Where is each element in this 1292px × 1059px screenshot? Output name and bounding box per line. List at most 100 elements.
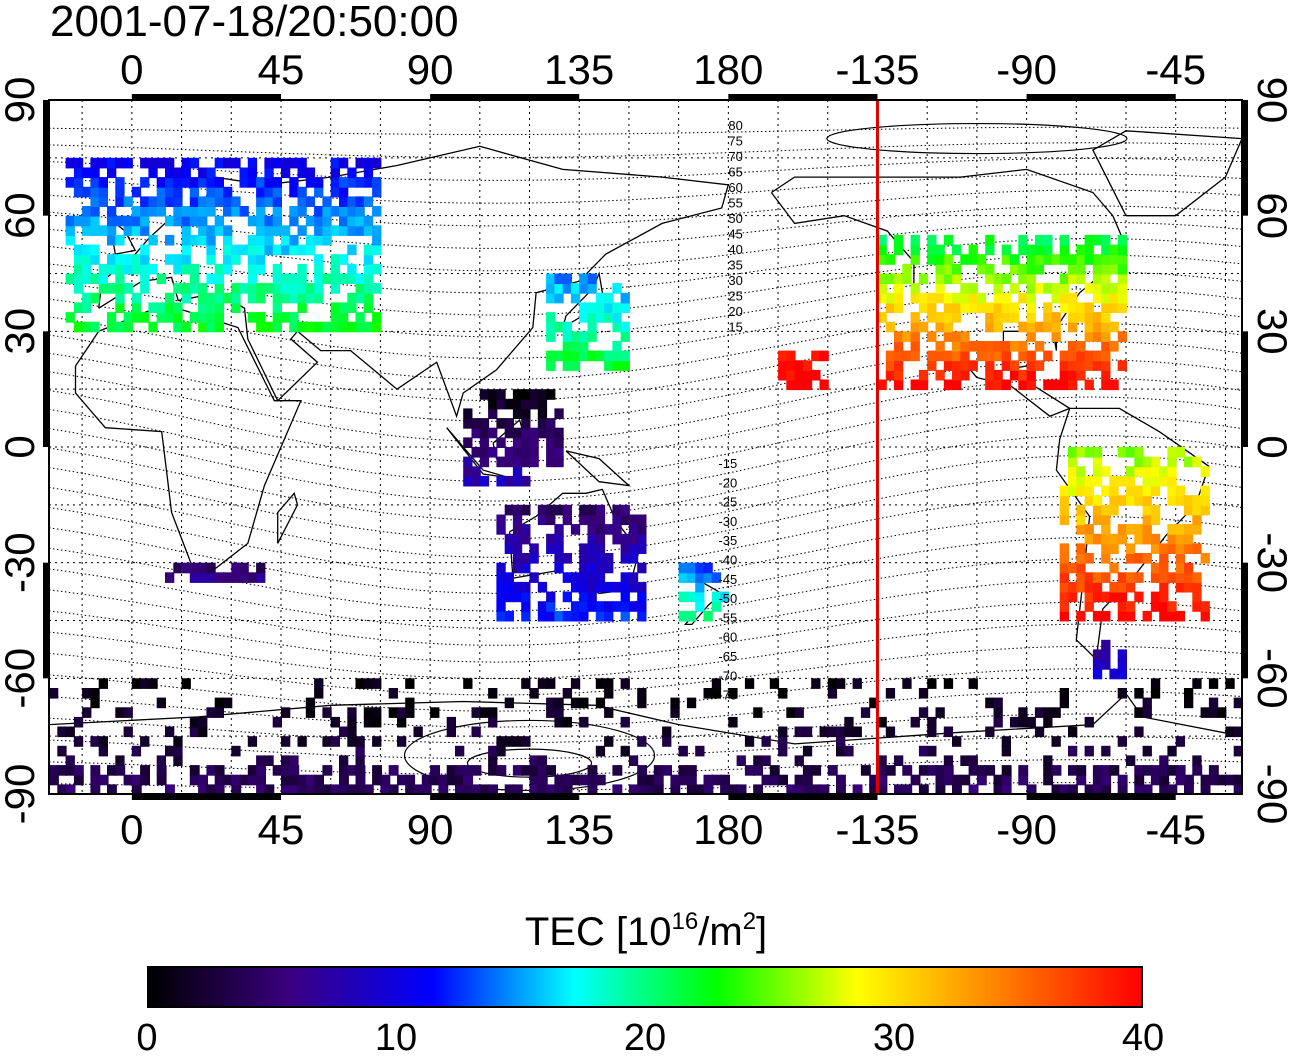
tec-cell — [952, 774, 962, 786]
tec-cell — [579, 514, 589, 526]
contour-label: -35 — [718, 533, 737, 548]
tec-cell — [363, 244, 374, 256]
tec-cell — [1134, 533, 1144, 545]
tec-cell — [314, 225, 324, 236]
tec-cell — [512, 389, 523, 400]
tec-cell — [148, 302, 158, 313]
tec-cell — [446, 765, 457, 776]
tec-cell — [529, 774, 540, 786]
tec-cell — [1068, 369, 1078, 381]
tec-cell — [1059, 688, 1069, 699]
tec-cell — [546, 697, 556, 709]
tec-cell — [330, 321, 340, 333]
tec-cell — [877, 283, 887, 294]
tec-cell — [57, 745, 67, 757]
tec-cell — [521, 408, 531, 419]
tec-cell — [1109, 292, 1119, 304]
tec-cell — [297, 206, 307, 217]
tec-cell — [1034, 707, 1045, 718]
tec-cell — [993, 369, 1003, 381]
mag-lat-contour — [49, 288, 1242, 359]
tec-cell — [488, 707, 498, 718]
tec-cell — [1084, 784, 1095, 794]
tec-cell — [214, 292, 224, 304]
tec-cell — [272, 716, 282, 728]
tec-cell — [902, 784, 913, 794]
tec-cell — [985, 302, 995, 313]
tec-cell — [1184, 572, 1194, 583]
tec-cell — [339, 196, 349, 207]
tec-cell — [546, 389, 556, 400]
tec-cell — [1018, 273, 1028, 285]
tec-cell — [802, 784, 813, 794]
tec-cell — [628, 572, 639, 583]
tec-cell — [512, 447, 523, 458]
tec-cell — [943, 331, 954, 342]
tec-cell — [695, 572, 705, 583]
tec-cell — [173, 321, 183, 333]
tec-cell — [289, 312, 299, 323]
right-tick-label: -30 — [1249, 532, 1292, 593]
tec-cell — [512, 398, 523, 410]
tec-cell — [322, 234, 332, 246]
tec-cell — [943, 312, 954, 323]
tec-cell — [1051, 331, 1061, 342]
tec-cell — [1001, 745, 1011, 757]
tec-cell — [1117, 533, 1127, 545]
tec-cell — [546, 447, 556, 458]
tec-cell — [836, 726, 846, 738]
tec-cell — [570, 581, 581, 593]
tec-cell — [1192, 495, 1202, 506]
tec-cell — [620, 331, 630, 342]
tec-cell — [496, 475, 506, 487]
tec-cell — [1101, 553, 1111, 564]
mag-lat-contour — [49, 623, 1242, 680]
tec-cell — [1101, 254, 1111, 265]
tec-cell — [1051, 765, 1062, 776]
axis-bar — [131, 794, 281, 800]
tec-cell — [1200, 707, 1210, 718]
tec-cell — [529, 447, 539, 458]
tec-cell — [1076, 765, 1087, 776]
tec-cell — [140, 157, 150, 169]
tec-cell — [305, 244, 316, 256]
tec-cell — [1142, 745, 1152, 757]
tec-cell — [570, 601, 581, 612]
tec-cell — [968, 302, 978, 313]
tec-cell — [894, 755, 904, 766]
tec-cell — [1068, 562, 1078, 574]
tec-cell — [90, 736, 100, 747]
tec-cell — [181, 177, 191, 188]
tec-cell — [239, 774, 250, 786]
tec-cell — [587, 774, 598, 786]
tec-cell — [512, 524, 523, 535]
tec-cell — [1200, 784, 1211, 794]
tec-cell — [1076, 466, 1086, 477]
tec-cell — [339, 177, 349, 188]
tec-cell — [214, 302, 224, 313]
tec-cell — [1150, 601, 1161, 612]
tec-cell — [1059, 273, 1069, 285]
tec-cell — [1084, 572, 1094, 583]
tec-cell — [554, 292, 564, 304]
tec-cell — [496, 572, 506, 583]
tec-cell — [604, 688, 614, 699]
tec-cell — [496, 398, 506, 410]
tec-cell — [1167, 784, 1178, 794]
tec-cell — [1084, 533, 1094, 545]
tec-cell — [579, 581, 589, 593]
tec-cell — [372, 177, 382, 188]
tec-cell — [206, 273, 216, 285]
tec-cell — [363, 716, 374, 728]
tec-cell — [587, 273, 597, 285]
tec-cell — [98, 225, 108, 236]
tec-cell — [1142, 553, 1152, 564]
tec-cell — [148, 206, 158, 217]
tec-cell — [1051, 707, 1061, 718]
tec-cell — [1068, 485, 1078, 497]
tec-cell — [1026, 360, 1036, 371]
tec-cell — [272, 292, 282, 304]
timestamp-title: 2001-07-18/20:50:00 — [50, 0, 459, 46]
tec-cell — [637, 697, 647, 709]
tec-cell — [347, 244, 357, 256]
